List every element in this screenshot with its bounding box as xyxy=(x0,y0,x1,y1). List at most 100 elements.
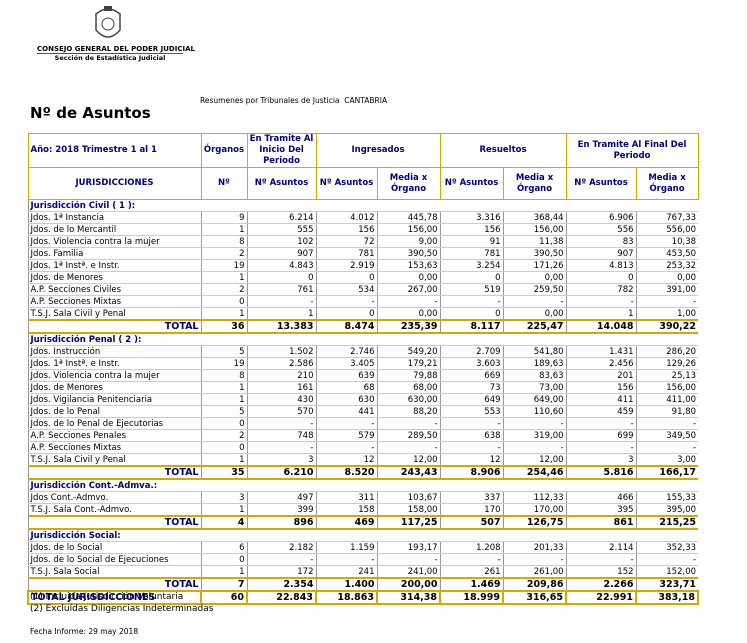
cell: - xyxy=(315,441,377,454)
cell: 1 xyxy=(200,393,247,406)
cell: 399 xyxy=(246,503,316,517)
cell: 469 xyxy=(315,515,377,530)
cell: 6 xyxy=(200,541,247,554)
cell: - xyxy=(565,553,637,566)
cell: 0 xyxy=(246,271,316,284)
cell: 3 xyxy=(565,453,637,467)
cell: 383,18 xyxy=(635,590,700,605)
cell: 311 xyxy=(315,491,377,504)
cell: 1,00 xyxy=(635,307,699,321)
cell: Jdos Cont.-Admvo. xyxy=(27,491,201,504)
cell: 112,33 xyxy=(502,491,567,504)
cell: 156,00 xyxy=(635,381,699,394)
column-header: Órganos xyxy=(200,133,248,168)
cell: 459 xyxy=(565,405,637,418)
subcolumn-header: Media x Órgano xyxy=(502,167,567,200)
period: Año: 2018 Trimestre 1 al 1 xyxy=(27,133,202,168)
report-date: Fecha Informe: 29 may 2018 xyxy=(30,627,139,636)
cell: 579 xyxy=(315,429,377,442)
cell: 1.431 xyxy=(565,345,637,358)
cell: 13.383 xyxy=(246,319,316,334)
cell: 1 xyxy=(200,271,247,284)
cell: Jdos. de Menores xyxy=(27,271,201,284)
cell: Jdos. Vigilancia Penitenciaria xyxy=(27,393,201,406)
subcolumn-header: Nº Asuntos xyxy=(439,167,504,200)
cell: - xyxy=(439,417,504,430)
cell: 748 xyxy=(246,429,316,442)
cell: 73,00 xyxy=(502,381,567,394)
cell: Jdos. Violencia contra la mujer xyxy=(27,235,201,248)
cell: 193,17 xyxy=(376,541,441,554)
cell: 261,00 xyxy=(502,565,567,579)
cell: 68,00 xyxy=(376,381,441,394)
section-title-row: Jurisdicción Cont.-Admva.: xyxy=(27,478,699,492)
cell: - xyxy=(635,553,699,566)
cell: TOTAL xyxy=(27,319,201,334)
data-row: T.S.J. Sala Social 1 172 241 241,00 261 261,00… xyxy=(27,565,699,579)
note: (1) Incluida Jurisdicción Voluntaria xyxy=(30,592,184,602)
cell: 117,25 xyxy=(376,515,441,530)
data-table: Año: 2018 Trimestre 1 al 1 Órganos En Tram… xyxy=(27,133,700,605)
cell: 215,25 xyxy=(635,515,699,530)
cell: Jdos. 1ª Instancia xyxy=(27,211,201,224)
cell: - xyxy=(565,441,637,454)
section-title: Jurisdicción Cont.-Admva.: xyxy=(27,478,699,492)
data-row: Jdos. de Menores 1 0 0 0,00 0 0,00 0 0,00 xyxy=(27,271,699,284)
cell: 3.603 xyxy=(439,357,504,370)
subheader-row: JURISDICCIONES Nº Nº Asuntos Nº Asuntos Medi… xyxy=(27,167,699,200)
cell: 556,00 xyxy=(635,223,699,236)
cell: 6.906 xyxy=(565,211,637,224)
cell: Jdos. Instrucción xyxy=(27,345,201,358)
subcolumn-header: Media x Órgano xyxy=(635,167,699,200)
cell: 156,00 xyxy=(502,223,567,236)
cell: 7 xyxy=(200,577,247,592)
cell: - xyxy=(502,295,567,308)
cell: 3.316 xyxy=(439,211,504,224)
data-row: Jdos. de lo Social 6 2.182 1.159 193,17 1.208… xyxy=(27,541,699,554)
cell: 172 xyxy=(246,565,316,579)
cell: 1.208 xyxy=(439,541,504,554)
cell: 2 xyxy=(200,429,247,442)
cell: 5.816 xyxy=(565,465,637,480)
subcolumn-header: Nº Asuntos xyxy=(315,167,378,200)
data-row: Jdos Cont.-Admvo. 3 497 311 103,67 337 112,33 4… xyxy=(27,491,699,504)
total-row: TOTAL 36 13.383 8.474 235,39 8.117 225,47 14.04… xyxy=(27,319,699,334)
cell: 171,26 xyxy=(502,259,567,272)
section-name: Sección de Estadística Judicial xyxy=(37,53,183,62)
cell: 241,00 xyxy=(376,565,441,579)
cell: 349,50 xyxy=(635,429,699,442)
cell: A.P. Secciones Penales xyxy=(27,429,201,442)
cell: 1 xyxy=(200,565,247,579)
data-row: Jdos. Instrucción 5 1.502 2.746 549,20 2.709 5… xyxy=(27,345,699,358)
header-row: Año: 2018 Trimestre 1 al 1 Órganos En Tram… xyxy=(27,133,699,168)
cell: 861 xyxy=(565,515,637,530)
cell: 1 xyxy=(200,223,247,236)
logo xyxy=(95,6,121,38)
cell: 2 xyxy=(200,283,247,296)
data-row: T.S.J. Sala Civil y Penal 1 3 12 12,00 12 12,0… xyxy=(27,453,699,467)
cell: T.S.J. Sala Civil y Penal xyxy=(27,453,201,467)
cell: 2.919 xyxy=(315,259,377,272)
cell: TOTAL xyxy=(27,577,201,592)
cell: 103,67 xyxy=(376,491,441,504)
cell: A.P. Secciones Civiles xyxy=(27,283,201,296)
column-header: En Tramite Al Final Del Periodo xyxy=(565,133,699,168)
cell: 10,38 xyxy=(635,235,699,248)
cell: 156 xyxy=(565,381,637,394)
cell: 6.210 xyxy=(246,465,316,480)
cell: 126,75 xyxy=(502,515,567,530)
cell: 12 xyxy=(315,453,377,467)
cell: 430 xyxy=(246,393,316,406)
cell: 161 xyxy=(246,381,316,394)
cell: 158,00 xyxy=(376,503,441,517)
cell: 3.405 xyxy=(315,357,377,370)
cell: 225,47 xyxy=(502,319,567,334)
section-title-row: Jurisdicción Civil ( 1 ): xyxy=(27,199,699,212)
subcolumn-header: JURISDICCIONES xyxy=(27,167,202,200)
data-row: Jdos. de lo Social de Ejecuciones 0- - - - - -… xyxy=(27,553,699,566)
cell: 314,38 xyxy=(375,590,442,605)
cell: 83,63 xyxy=(502,369,567,382)
cell: 0,00 xyxy=(376,307,441,321)
cell: 170,00 xyxy=(502,503,567,517)
data-row: Jdos. 1ª Instª. e Instr. 19 4.843 2.919 153,… xyxy=(27,259,699,272)
